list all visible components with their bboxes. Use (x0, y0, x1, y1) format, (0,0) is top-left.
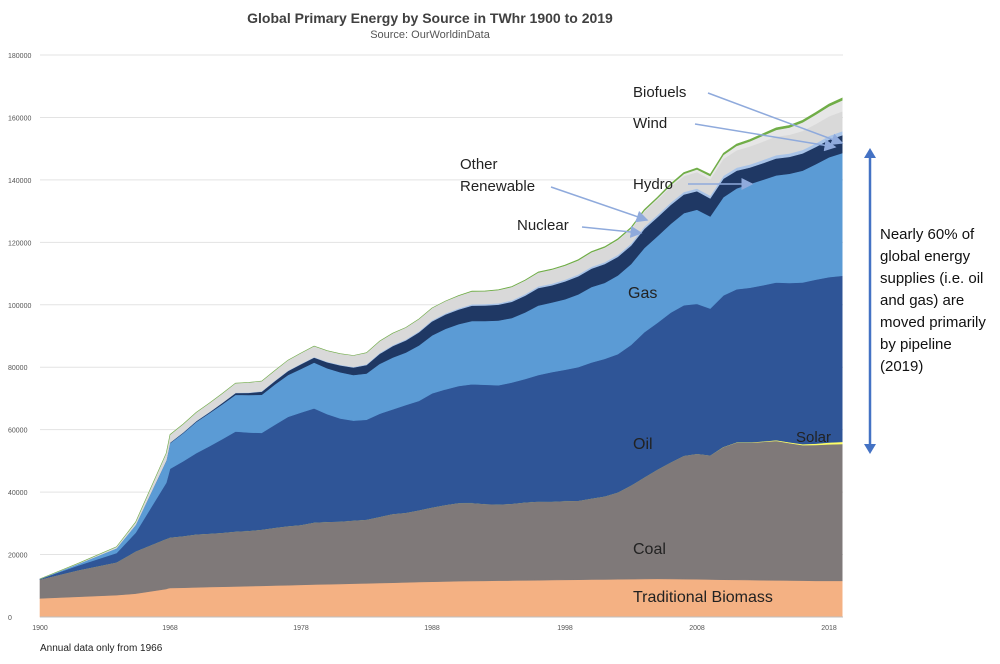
arrow-wind (694, 123, 837, 152)
axis-labels: 0 20000 40000 60000 80000 100000 120000 140000 1… (8, 53, 843, 632)
arrow-other-renewable (550, 186, 649, 223)
chart-subtitle: Source: OurWorldinData (370, 29, 490, 41)
x-tick-label: 1978 (293, 625, 309, 632)
x-tick-label: 1998 (557, 625, 573, 632)
series-label-traditional-biomass: Traditional Biomass (633, 589, 773, 606)
chart-footnote: Annual data only from 1966 (40, 643, 163, 654)
series-label-gas: Gas (628, 285, 657, 302)
y-tick-label: 40000 (8, 490, 28, 497)
series-label-wind: Wind (633, 115, 667, 132)
y-tick-label: 160000 (8, 115, 31, 122)
y-tick-label: 60000 (8, 428, 28, 435)
y-tick-label: 0 (8, 615, 12, 622)
pipeline-note: Nearly 60% of global energy supplies (i.… (880, 226, 986, 375)
series-label-hydro: Hydro (633, 176, 673, 193)
area-series-layer (39, 97, 843, 618)
annotation-arrows (550, 92, 844, 238)
arrow-biofuels (707, 92, 844, 145)
y-tick-label: 100000 (8, 303, 31, 310)
y-tick-label: 80000 (8, 365, 28, 372)
arrow-nuclear (581, 225, 643, 238)
series-label-biofuels: Biofuels (633, 84, 686, 101)
x-tick-label: 2008 (689, 625, 705, 632)
series-label-solar: Solar (796, 429, 831, 446)
x-tick-label: 1988 (424, 625, 440, 632)
x-tick-label: 1968 (162, 625, 178, 632)
area-biofuels (39, 97, 843, 580)
series-label-oil: Oil (633, 436, 653, 453)
series-label-coal: Coal (633, 541, 666, 558)
y-tick-label: 120000 (8, 240, 31, 247)
pipeline-range-arrow (864, 148, 876, 454)
y-tick-label: 20000 (8, 553, 28, 560)
x-tick-label: 1900 (32, 625, 48, 632)
x-tick-label: 2018 (821, 625, 837, 632)
chart-title: Global Primary Energy by Source in TWhr … (247, 10, 613, 26)
series-label-nuclear: Nuclear (517, 217, 569, 234)
series-labels: Traditional Biomass Coal Solar Oil Gas Nuclea… (460, 84, 831, 606)
y-tick-label: 140000 (8, 178, 31, 185)
series-label-other-renewable: Renewable (460, 178, 535, 195)
y-tick-label: 180000 (8, 53, 31, 60)
series-label-other-renewable: Other (460, 156, 498, 173)
